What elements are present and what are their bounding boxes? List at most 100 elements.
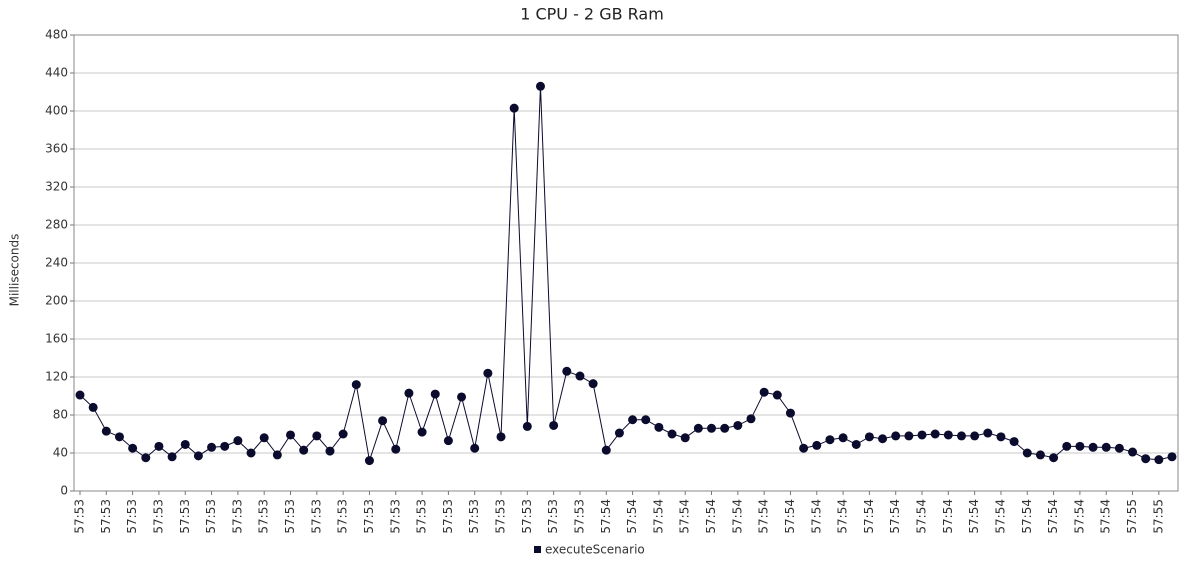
data-point xyxy=(838,433,848,443)
x-tick-label: 57:53 xyxy=(520,499,534,534)
data-point xyxy=(1049,453,1059,463)
x-tick-label: 57:54 xyxy=(993,499,1007,534)
x-tick-label: 57:53 xyxy=(415,499,429,534)
y-tick-label: 160 xyxy=(45,332,68,346)
x-tick-label: 57:53 xyxy=(99,499,113,534)
data-point xyxy=(259,433,269,443)
data-point xyxy=(759,387,769,397)
data-point xyxy=(220,441,230,451)
x-tick-label: 57:54 xyxy=(678,499,692,534)
data-point xyxy=(457,392,467,402)
x-tick-label: 57:54 xyxy=(1072,499,1086,534)
data-point xyxy=(325,446,335,456)
data-point xyxy=(1062,441,1072,451)
data-point xyxy=(1154,455,1164,465)
data-point xyxy=(943,430,953,440)
data-point xyxy=(601,445,611,455)
x-tick-label: 57:54 xyxy=(625,499,639,534)
data-point xyxy=(996,432,1006,442)
data-point xyxy=(378,416,388,426)
chart-title: 1 CPU - 2 GB Ram xyxy=(520,5,664,24)
data-point xyxy=(207,442,217,452)
data-point xyxy=(799,443,809,453)
y-tick-label: 40 xyxy=(53,446,68,460)
data-point xyxy=(654,422,664,432)
data-point xyxy=(917,430,927,440)
data-point xyxy=(733,420,743,430)
data-point xyxy=(535,81,545,91)
x-tick-label: 57:53 xyxy=(230,499,244,534)
data-point xyxy=(588,379,598,389)
data-point xyxy=(575,371,585,381)
data-point xyxy=(1009,437,1019,447)
x-tick-label: 57:54 xyxy=(783,499,797,534)
data-point xyxy=(1022,448,1032,458)
data-point xyxy=(956,431,966,441)
data-point xyxy=(772,390,782,400)
plot-border xyxy=(73,34,1179,492)
y-tick-label: 440 xyxy=(45,66,68,80)
data-point xyxy=(891,431,901,441)
data-point xyxy=(1101,442,1111,452)
data-point xyxy=(470,443,480,453)
data-point xyxy=(88,402,98,412)
data-point xyxy=(75,390,85,400)
data-point xyxy=(851,439,861,449)
data-point xyxy=(141,453,151,463)
data-point xyxy=(983,428,993,438)
data-point xyxy=(904,431,914,441)
data-point xyxy=(1128,447,1138,457)
y-tick-label: 240 xyxy=(45,256,68,270)
x-tick-label: 57:53 xyxy=(494,499,508,534)
data-point xyxy=(930,429,940,439)
data-point xyxy=(825,435,835,445)
y-axis-label: Milliseconds xyxy=(8,234,22,307)
y-tick-label: 0 xyxy=(60,484,68,498)
x-tick-label: 57:53 xyxy=(204,499,218,534)
data-point xyxy=(549,420,559,430)
data-point xyxy=(299,445,309,455)
data-point xyxy=(417,427,427,437)
x-tick-label: 57:54 xyxy=(730,499,744,534)
x-tick-label: 57:53 xyxy=(546,499,560,534)
data-point xyxy=(443,436,453,446)
x-tick-label: 57:53 xyxy=(467,499,481,534)
x-tick-label: 57:53 xyxy=(441,499,455,534)
x-tick-label: 57:54 xyxy=(1046,499,1060,534)
legend-swatch xyxy=(534,546,541,553)
data-point xyxy=(812,440,822,450)
data-point xyxy=(483,368,493,378)
x-tick-label: 57:53 xyxy=(309,499,323,534)
data-point xyxy=(272,450,282,460)
data-point xyxy=(522,421,532,431)
data-point xyxy=(128,443,138,453)
legend-label: executeScenario xyxy=(545,543,645,557)
data-point xyxy=(628,415,638,425)
data-point xyxy=(878,434,888,444)
x-tick-label: 57:54 xyxy=(704,499,718,534)
data-point xyxy=(1035,450,1045,460)
x-tick-label: 57:54 xyxy=(888,499,902,534)
x-tick-label: 57:54 xyxy=(651,499,665,534)
x-tick-label: 57:53 xyxy=(178,499,192,534)
x-tick-label: 57:53 xyxy=(125,499,139,534)
data-point xyxy=(785,408,795,418)
data-point xyxy=(720,423,730,433)
y-tick-label: 400 xyxy=(45,104,68,118)
x-tick-label: 57:54 xyxy=(941,499,955,534)
data-point xyxy=(1075,441,1085,451)
x-tick-label: 57:53 xyxy=(151,499,165,534)
data-point xyxy=(509,103,519,113)
data-point xyxy=(1088,442,1098,452)
data-point xyxy=(496,432,506,442)
x-tick-label: 57:55 xyxy=(1125,499,1139,534)
data-point xyxy=(193,451,203,461)
data-point xyxy=(154,441,164,451)
x-tick-label: 57:53 xyxy=(73,499,87,534)
data-point xyxy=(114,432,124,442)
data-point xyxy=(404,388,414,398)
data-point xyxy=(351,380,361,390)
data-point xyxy=(746,414,756,424)
data-point xyxy=(614,428,624,438)
